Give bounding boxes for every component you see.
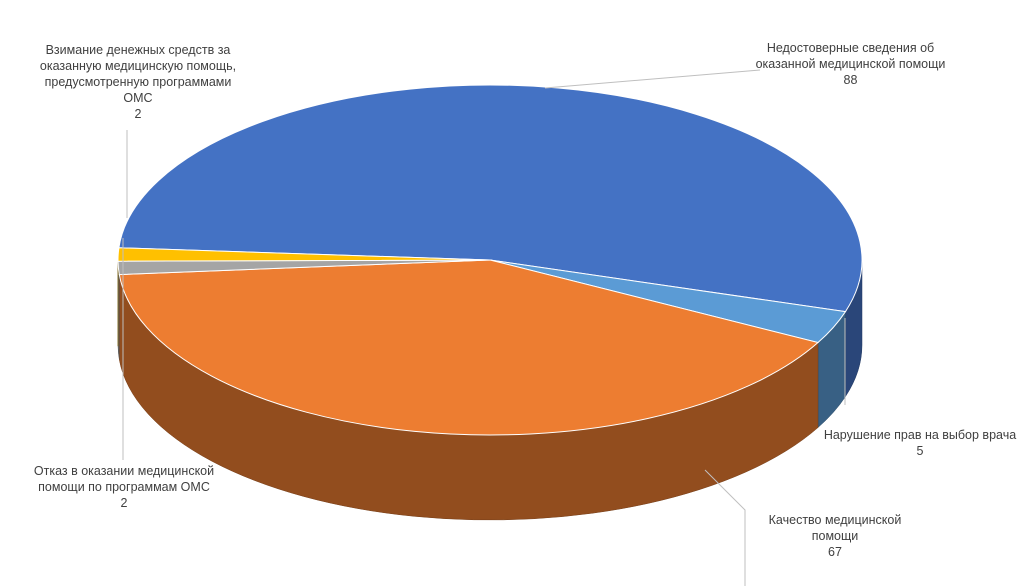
label-value: 88 — [843, 73, 858, 87]
slice-label: Отказ в оказании медицинской помощи по п… — [18, 463, 230, 511]
leader-lines — [122, 69, 846, 586]
slice-label: Взимание денежных средств за оказанную м… — [33, 42, 243, 122]
label-text: Качество медицинской помощи — [768, 513, 902, 543]
label-text: Отказ в оказании медицинской помощи по п… — [33, 464, 215, 494]
label-value: 5 — [916, 444, 924, 458]
slice — [118, 84, 863, 313]
label-value: 2 — [120, 496, 128, 510]
slice — [117, 247, 491, 262]
slice-label: Качество медицинской помощи 67 — [755, 512, 915, 560]
leader-line — [704, 469, 746, 586]
slice — [118, 259, 820, 436]
label-value: 67 — [828, 545, 842, 559]
label-text: Взимание денежных средств за оказанную м… — [39, 43, 237, 105]
label-text: Недостоверные сведения об оказанной меди… — [755, 41, 946, 71]
label-value: 2 — [134, 107, 142, 121]
leader-line — [544, 69, 761, 89]
label-text: Нарушение прав на выбор врача — [823, 428, 1017, 442]
slice-label: Недостоверные сведения об оказанной меди… — [748, 40, 953, 88]
slice-label: Нарушение прав на выбор врача 5 — [815, 427, 1024, 459]
